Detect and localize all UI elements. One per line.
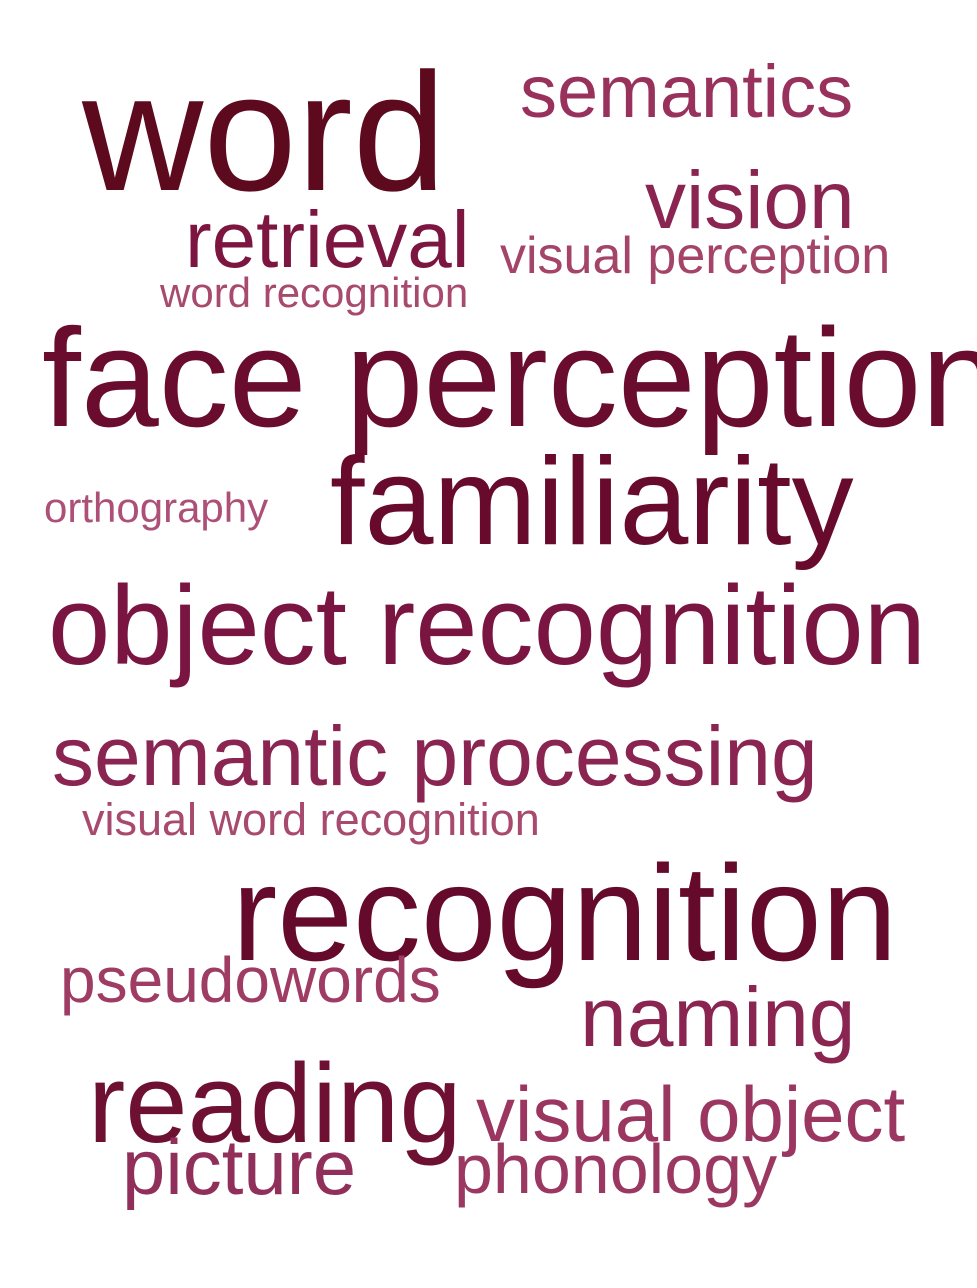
- cloud-word-visual-word-recognition: visual word recognition: [82, 794, 540, 845]
- cloud-word-familiarity: familiarity: [330, 433, 854, 571]
- cloud-word-naming: naming: [580, 970, 856, 1064]
- cloud-word-pseudowords: pseudowords: [60, 944, 441, 1016]
- cloud-word-phonology: phonology: [454, 1130, 778, 1208]
- cloud-word-semantics: semantics: [520, 50, 854, 133]
- cloud-word-picture: picture: [122, 1123, 357, 1211]
- cloud-word-recognition: recognition: [232, 837, 898, 989]
- cloud-word-word-recognition: word recognition: [160, 269, 469, 316]
- cloud-word-vision: vision: [645, 155, 855, 246]
- cloud-word-orthography: orthography: [44, 484, 269, 531]
- cloud-word-visual-perception: visual perception: [500, 227, 891, 285]
- cloud-word-retrieval: retrieval: [185, 195, 470, 284]
- cloud-word-object-recognition: object recognition: [48, 563, 926, 688]
- cloud-word-word: word: [82, 38, 447, 226]
- cloud-word-reading: reading: [88, 1041, 462, 1166]
- cloud-word-face-perception: face perception: [42, 299, 977, 456]
- cloud-word-semantic-processing: semantic processing: [52, 709, 818, 803]
- cloud-word-visual-object: visual object: [476, 1070, 906, 1158]
